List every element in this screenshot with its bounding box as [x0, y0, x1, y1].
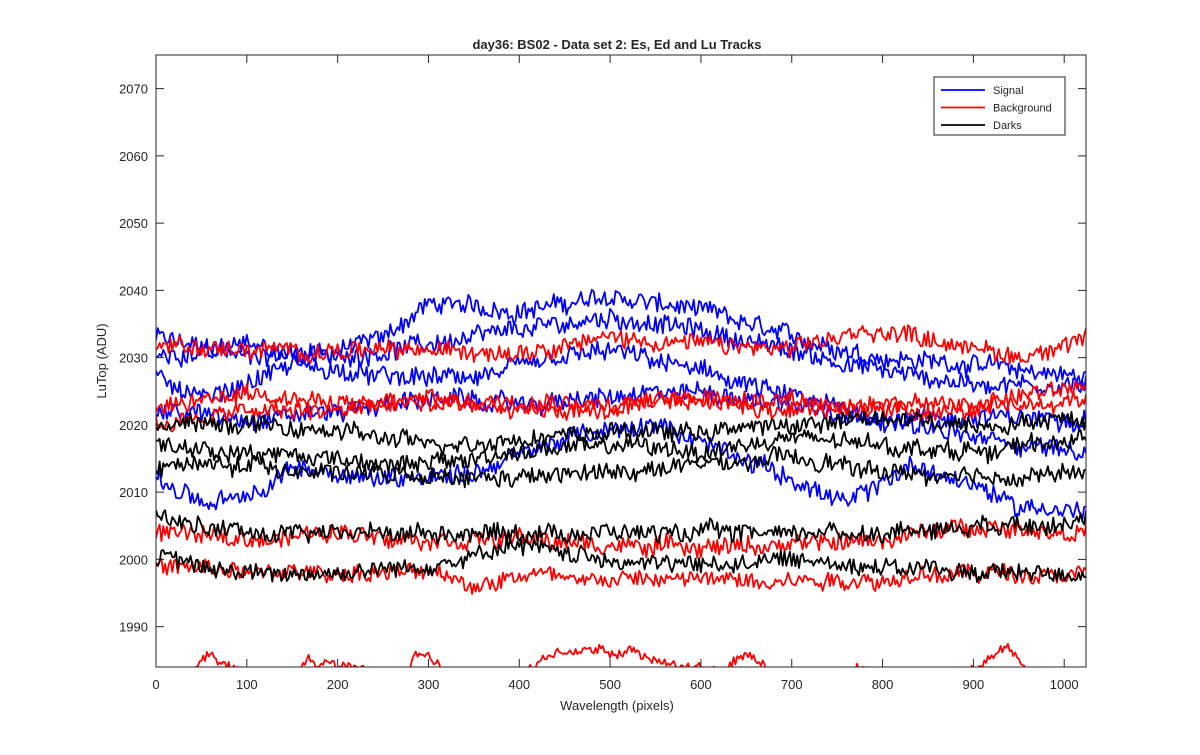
- x-tick-label: 100: [236, 677, 258, 692]
- y-tick-label: 2070: [119, 82, 148, 97]
- y-tick-label: 2010: [119, 485, 148, 500]
- series-layer: [156, 288, 1086, 667]
- x-tick-label: 400: [508, 677, 530, 692]
- series-line-signal-1: [156, 288, 1086, 388]
- y-tick-label: 2050: [119, 216, 148, 231]
- x-tick-label: 300: [418, 677, 440, 692]
- legend-label-signal: Signal: [993, 85, 1024, 97]
- series-line-background-8: [156, 380, 1086, 433]
- legend-label-background: Background: [993, 103, 1052, 115]
- ticks-layer: 0 100 200 300 400 500 600 700 800 900 1000 1990 2000…: [119, 55, 1086, 692]
- series-line-darks-15: [156, 536, 1086, 583]
- series-line-background-10: [156, 558, 1086, 595]
- x-tick-label: 1000: [1050, 677, 1079, 692]
- series-line-darks-11: [156, 410, 1086, 456]
- x-tick-label: 800: [872, 677, 894, 692]
- x-tick-label: 500: [599, 677, 621, 692]
- series-line-background-16: [180, 642, 1026, 667]
- x-tick-label: 700: [781, 677, 803, 692]
- legend: Signal Background Darks: [933, 76, 1066, 136]
- legend-label-darks: Darks: [993, 120, 1022, 132]
- series-line-signal-2: [156, 308, 1086, 395]
- series-line-darks-14: [156, 509, 1086, 545]
- x-tick-label: 200: [327, 677, 349, 692]
- series-line-background-6: [156, 324, 1086, 365]
- y-tick-label: 2040: [119, 283, 148, 298]
- y-tick-label: 2000: [119, 552, 148, 567]
- y-tick-label: 2030: [119, 351, 148, 366]
- x-tick-label: 0: [152, 677, 159, 692]
- y-tick-label: 2060: [119, 149, 148, 164]
- x-tick-label: 900: [963, 677, 985, 692]
- series-line-darks-13: [156, 445, 1086, 489]
- y-tick-label: 1990: [119, 620, 148, 635]
- chart-title: day36: BS02 - Data set 2: Es, Ed and Lu …: [472, 37, 761, 52]
- series-line-darks-12: [156, 429, 1086, 474]
- x-axis-label: Wavelength (pixels): [560, 698, 674, 713]
- y-axis-label: LuTop (ADU): [94, 323, 109, 398]
- y-tick-label: 2020: [119, 418, 148, 433]
- x-tick-label: 600: [690, 677, 712, 692]
- plot-frame: [155, 54, 1087, 668]
